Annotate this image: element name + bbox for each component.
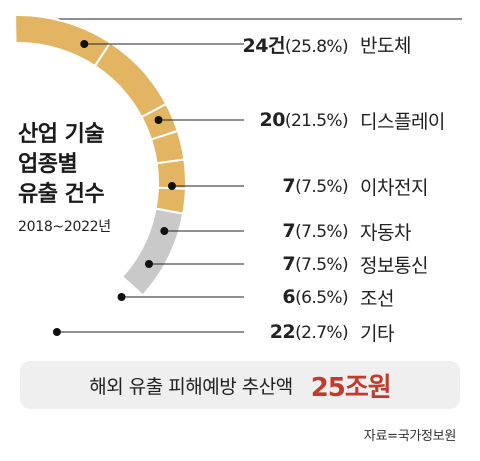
value-group: 20(21.5%) — [220, 109, 348, 131]
title-line: 유출 건수 — [18, 182, 105, 207]
source-note: 자료=국가정보원 — [363, 429, 457, 444]
period-label: 2018~2022년 — [18, 219, 111, 235]
donut-segment — [120, 207, 185, 297]
estimate-value: 25조원 — [310, 372, 392, 403]
percent-label: (21.5%) — [284, 111, 349, 131]
percent-label: (7.5%) — [295, 222, 348, 242]
title-line: 산업 기술 — [18, 122, 105, 147]
count-label: 22 — [269, 321, 296, 343]
data-label-row: 7(7.5%) 자동차 — [220, 218, 470, 244]
count-label: 6 — [282, 286, 296, 308]
value-group: 6(6.5%) — [220, 286, 348, 308]
value-group: 7(7.5%) — [220, 253, 348, 275]
category-label: 반도체 — [360, 34, 411, 57]
title-line: 업종별 — [18, 152, 78, 177]
leader-lines — [52, 40, 244, 336]
value-group: 7(7.5%) — [220, 220, 348, 242]
estimate-label: 해외 유출 피해예방 추산액 — [89, 375, 293, 398]
value-group: 7(7.5%) — [220, 175, 348, 197]
category-label: 디스플레이 — [360, 110, 445, 133]
category-label: 조선 — [360, 287, 394, 310]
leader-dot — [144, 260, 153, 268]
percent-label: (6.5%) — [295, 288, 348, 308]
count-label: 7 — [282, 253, 296, 275]
data-label-row: 7(7.5%) 이차전지 — [220, 173, 470, 199]
data-label-row: 20(21.5%) 디스플레이 — [220, 107, 470, 133]
leader-dot — [167, 182, 176, 190]
data-label-row: 7(7.5%) 정보통신 — [220, 251, 470, 277]
category-label: 정보통신 — [360, 254, 428, 277]
leader-dot — [117, 293, 126, 301]
chart-title: 산업 기술 업종별 유출 건수 2018~2022년 — [18, 120, 111, 236]
category-label: 자동차 — [360, 221, 411, 244]
count-label: 24건 — [242, 34, 286, 57]
data-label-row: 6(6.5%) 조선 — [220, 284, 470, 310]
count-label: 7 — [282, 175, 296, 197]
data-label-row: 24건(25.8%) 반도체 — [220, 31, 470, 57]
leader-dot — [154, 116, 163, 124]
percent-label: (7.5%) — [295, 255, 348, 275]
data-label-row: 22(2.7%) 기타 — [220, 319, 470, 345]
count-label: 20 — [259, 109, 285, 131]
estimate-banner: 해외 유출 피해예방 추산액 25조원 — [20, 361, 460, 409]
donut-segment — [14, 14, 112, 68]
category-label: 기타 — [360, 322, 394, 345]
percent-label: (7.5%) — [295, 177, 348, 197]
leader-dot — [80, 40, 89, 48]
category-label: 이차전지 — [360, 176, 428, 199]
leader-dot — [160, 227, 169, 235]
count-label: 7 — [282, 220, 296, 242]
percent-label: (2.7%) — [295, 323, 348, 343]
leader-dot — [52, 328, 61, 336]
value-group: 24건(25.8%) — [220, 31, 349, 58]
percent-label: (25.8%) — [284, 36, 349, 57]
donut-segment — [93, 41, 168, 119]
value-group: 22(2.7%) — [220, 321, 349, 343]
